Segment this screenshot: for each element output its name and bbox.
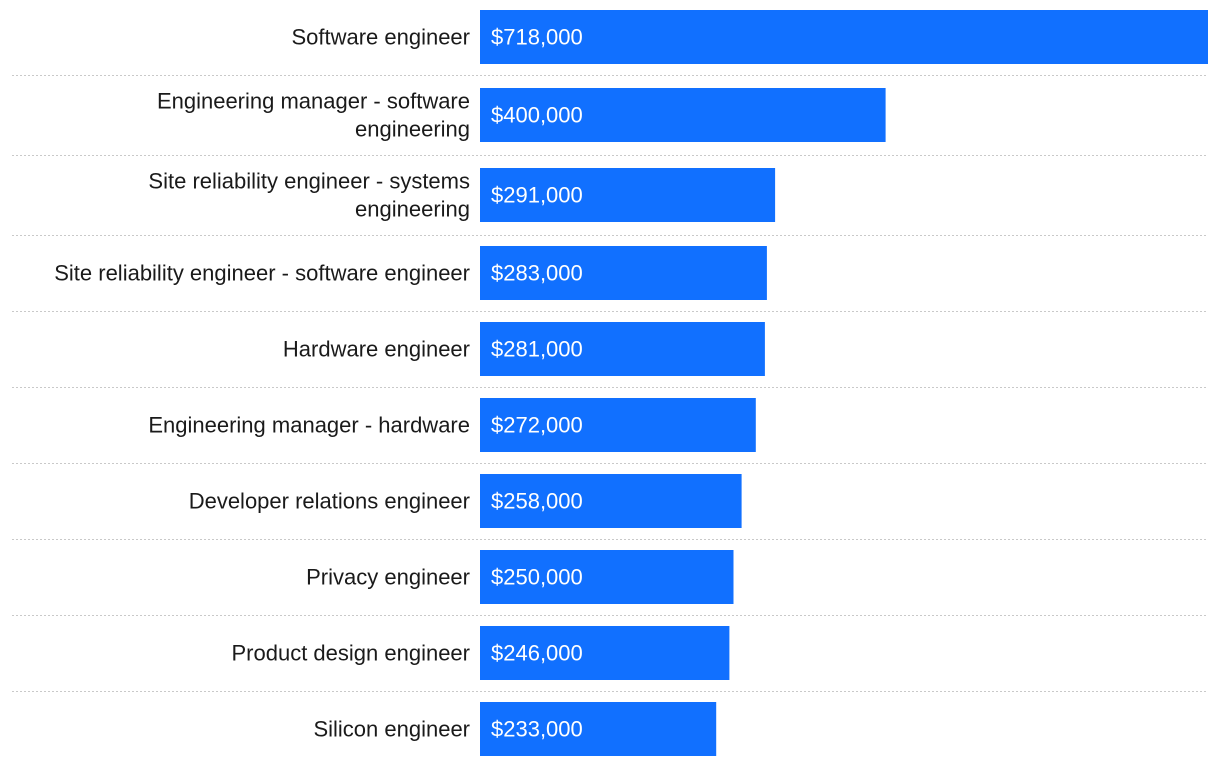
bar-0 <box>480 10 1208 64</box>
category-label-line: Hardware engineer <box>283 337 470 362</box>
bar-value-label-2: $291,000 <box>491 183 583 208</box>
bar-value-label-4: $281,000 <box>491 337 583 362</box>
bar-value-label-9: $233,000 <box>491 717 583 742</box>
category-label-0: Software engineer <box>291 25 470 50</box>
category-label-1: Engineering manager - software engineerin… <box>157 89 470 142</box>
category-label-7: Privacy engineer <box>306 565 470 590</box>
category-label-9: Silicon engineer <box>313 717 470 742</box>
category-label-line: Privacy engineer <box>306 565 470 590</box>
bar-4 <box>480 322 765 376</box>
category-label-line: Software engineer <box>291 25 470 50</box>
category-label-8: Product design engineer <box>232 641 471 666</box>
bar-value-label-6: $258,000 <box>491 489 583 514</box>
bar-7 <box>480 550 734 604</box>
category-label-line: Developer relations engineer <box>189 489 470 514</box>
category-label-line: Engineering manager - software <box>157 89 470 114</box>
category-label-line: Silicon engineer <box>313 717 470 742</box>
bar-value-label-3: $283,000 <box>491 261 583 286</box>
bar-6 <box>480 474 742 528</box>
category-label-line: Site reliability engineer - software eng… <box>54 261 470 286</box>
bar-value-label-8: $246,000 <box>491 641 583 666</box>
bar-value-label-5: $272,000 <box>491 413 583 438</box>
bar-1 <box>480 88 886 142</box>
bar-8 <box>480 626 730 680</box>
bar-value-label-7: $250,000 <box>491 565 583 590</box>
category-label-2: Site reliability engineer - systems engin… <box>148 169 470 222</box>
bar-9 <box>480 702 717 756</box>
bar-value-label-0: $718,000 <box>491 25 583 50</box>
category-label-5: Engineering manager - hardware <box>148 413 470 438</box>
bar-value-label-1: $400,000 <box>491 103 583 128</box>
category-label-3: Site reliability engineer - software eng… <box>54 261 470 286</box>
category-label-line: Site reliability engineer - systems <box>148 169 470 194</box>
category-label-line: Engineering manager - hardware <box>148 413 470 438</box>
category-label-line: engineering <box>355 197 470 222</box>
bar-2 <box>480 168 776 222</box>
category-label-line: Product design engineer <box>232 641 471 666</box>
bar-5 <box>480 398 756 452</box>
category-label-line: engineering <box>355 117 470 142</box>
category-label-6: Developer relations engineer <box>189 489 470 514</box>
bar-3 <box>480 246 767 300</box>
category-label-4: Hardware engineer <box>283 337 470 362</box>
